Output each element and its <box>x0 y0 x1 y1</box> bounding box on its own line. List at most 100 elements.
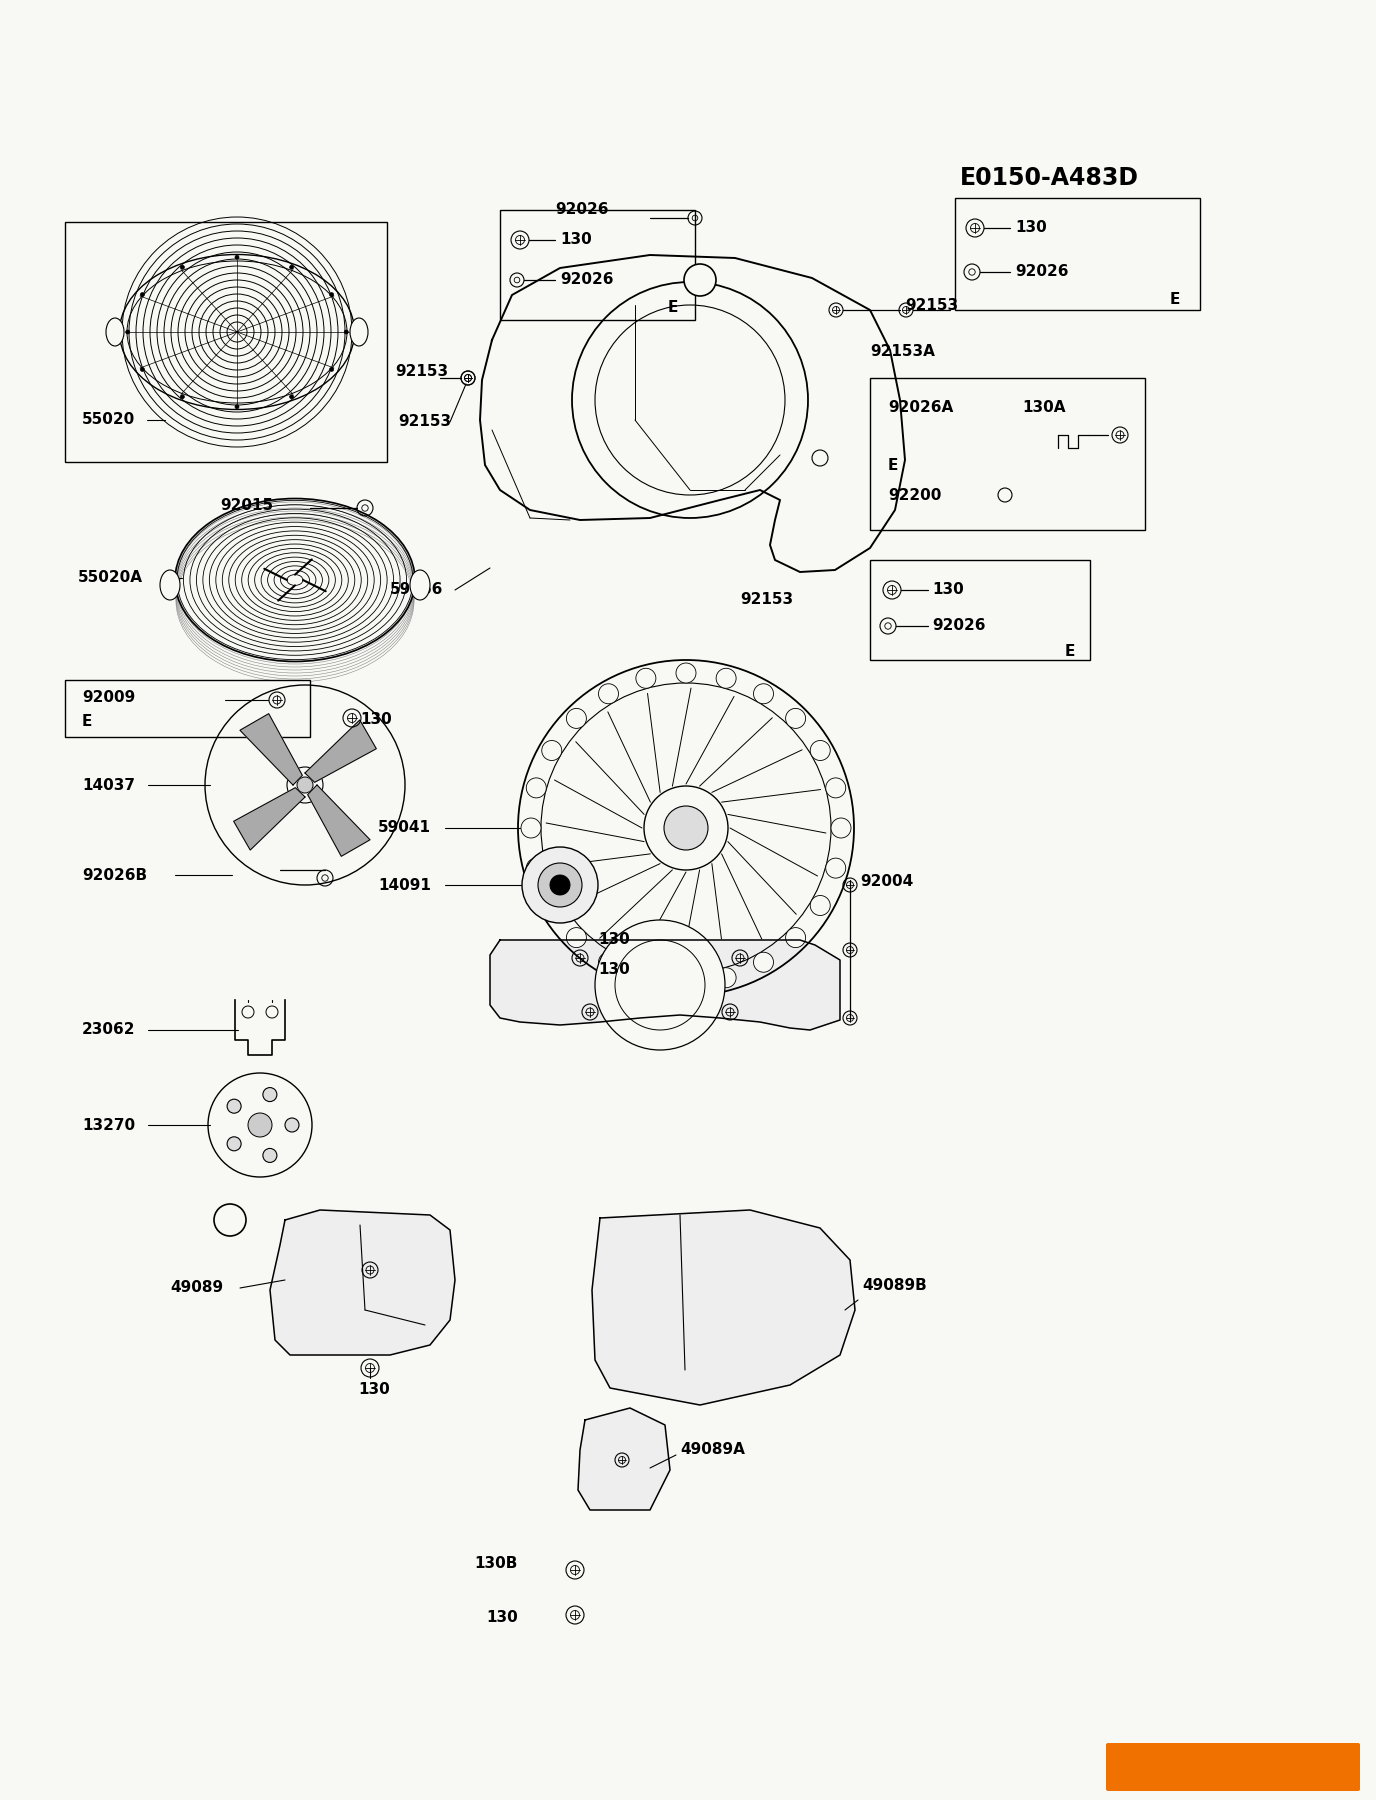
Circle shape <box>522 848 599 923</box>
Circle shape <box>140 293 144 297</box>
Text: 92153: 92153 <box>398 414 451 430</box>
Circle shape <box>636 968 656 988</box>
Circle shape <box>786 709 805 729</box>
Text: 130: 130 <box>358 1382 389 1397</box>
Text: A: A <box>224 1213 235 1228</box>
Circle shape <box>754 952 773 972</box>
Polygon shape <box>305 720 376 783</box>
Bar <box>65 221 387 463</box>
Polygon shape <box>592 1210 854 1406</box>
Circle shape <box>289 394 293 400</box>
Circle shape <box>594 920 725 1049</box>
Circle shape <box>542 896 561 916</box>
Circle shape <box>248 1112 272 1138</box>
Ellipse shape <box>106 319 124 346</box>
Circle shape <box>810 740 830 760</box>
Circle shape <box>599 952 618 972</box>
Circle shape <box>526 859 546 878</box>
Polygon shape <box>239 715 303 785</box>
Polygon shape <box>270 1210 455 1355</box>
Text: 92026A: 92026A <box>888 401 954 416</box>
Ellipse shape <box>160 571 180 599</box>
Text: 92004: 92004 <box>860 875 914 889</box>
Text: 92026: 92026 <box>1015 265 1069 279</box>
FancyBboxPatch shape <box>1106 1742 1359 1791</box>
Circle shape <box>180 394 184 400</box>
Text: 14091: 14091 <box>378 878 431 893</box>
Bar <box>499 211 695 320</box>
Text: 130: 130 <box>932 583 963 598</box>
Text: 92153A: 92153A <box>870 344 934 360</box>
Text: 92026: 92026 <box>555 203 608 218</box>
Text: 55020A: 55020A <box>78 571 143 585</box>
Polygon shape <box>234 788 305 850</box>
Bar <box>65 680 310 736</box>
Text: 130A: 130A <box>1022 401 1065 416</box>
Text: 92153: 92153 <box>905 297 958 313</box>
Circle shape <box>786 927 805 947</box>
Polygon shape <box>578 1408 670 1510</box>
Circle shape <box>716 668 736 688</box>
Text: 23062: 23062 <box>83 1022 135 1037</box>
Circle shape <box>227 1138 241 1150</box>
Circle shape <box>542 740 561 760</box>
Circle shape <box>684 265 716 295</box>
Text: E0150-A483D: E0150-A483D <box>960 166 1139 191</box>
Circle shape <box>522 817 541 839</box>
Circle shape <box>215 1204 246 1237</box>
Text: motoruf.de: motoruf.de <box>1183 1760 1284 1775</box>
Circle shape <box>599 684 618 704</box>
Text: 14037: 14037 <box>83 778 135 792</box>
Polygon shape <box>308 785 370 857</box>
Text: A: A <box>695 274 706 286</box>
Text: 13270: 13270 <box>83 1118 135 1132</box>
Polygon shape <box>490 940 839 1030</box>
Circle shape <box>235 256 239 259</box>
Circle shape <box>826 778 846 797</box>
Circle shape <box>526 778 546 797</box>
Text: 49089: 49089 <box>171 1280 223 1296</box>
Text: E: E <box>1065 644 1075 659</box>
Text: E: E <box>667 301 678 315</box>
Text: 92026: 92026 <box>560 272 614 288</box>
Circle shape <box>716 968 736 988</box>
Text: 92153: 92153 <box>395 364 449 380</box>
Text: 130: 130 <box>486 1611 517 1625</box>
Text: 55020: 55020 <box>83 412 135 428</box>
Text: E: E <box>888 457 899 472</box>
Circle shape <box>180 265 184 270</box>
Circle shape <box>636 668 656 688</box>
Circle shape <box>665 806 709 850</box>
Text: 59066: 59066 <box>389 583 443 598</box>
Circle shape <box>263 1148 277 1163</box>
Text: 92026B: 92026B <box>83 868 147 882</box>
Text: 49089A: 49089A <box>680 1442 744 1458</box>
Text: 92153: 92153 <box>740 592 793 608</box>
Circle shape <box>330 293 333 297</box>
Bar <box>870 560 1090 661</box>
Circle shape <box>125 329 129 335</box>
Circle shape <box>831 817 850 839</box>
Text: 130: 130 <box>560 232 592 247</box>
Circle shape <box>538 862 582 907</box>
Text: 92009: 92009 <box>83 689 135 704</box>
Circle shape <box>289 265 293 270</box>
Circle shape <box>263 1087 277 1102</box>
Text: 92200: 92200 <box>888 488 941 502</box>
Circle shape <box>285 1118 299 1132</box>
Text: 92026: 92026 <box>932 619 985 634</box>
Ellipse shape <box>350 319 367 346</box>
Bar <box>870 378 1145 529</box>
Text: E: E <box>83 715 92 729</box>
Circle shape <box>140 367 144 371</box>
Circle shape <box>550 875 570 895</box>
Ellipse shape <box>410 571 429 599</box>
Circle shape <box>676 662 696 682</box>
Bar <box>955 198 1200 310</box>
Text: 130: 130 <box>599 963 630 977</box>
Text: 130: 130 <box>361 713 392 727</box>
Text: 92015: 92015 <box>220 497 272 513</box>
Text: 49089B: 49089B <box>861 1278 927 1292</box>
Circle shape <box>826 859 846 878</box>
Circle shape <box>754 684 773 704</box>
